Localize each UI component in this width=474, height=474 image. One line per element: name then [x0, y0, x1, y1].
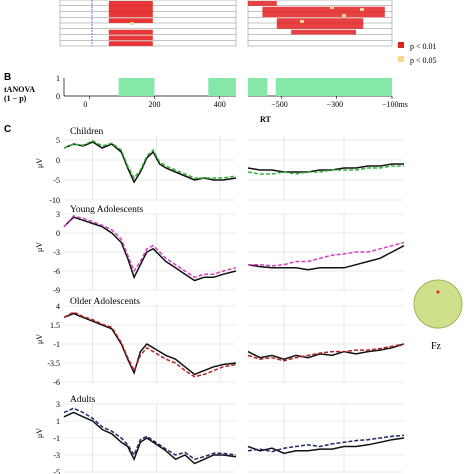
legend-label-p05: p < 0.05: [410, 56, 437, 65]
legend-label-p01: p < 0.01: [410, 42, 437, 51]
tanova-x-tick-label: −300: [327, 100, 344, 109]
tanova-x-tick-label: 200: [149, 100, 161, 109]
heatmap-cell-sig: [262, 6, 385, 18]
erp-y-tick-label: 1: [56, 417, 60, 426]
erp-resp-series-solid: [247, 163, 404, 173]
erp-panel-older-adolescents: Older Adolescents 4 1.5 -1 -3.5 -6 μV: [35, 297, 405, 387]
heatmap-cell-sig: [108, 35, 153, 41]
erp-group-title: Children: [70, 127, 103, 137]
erp-resp-series-dashed: [248, 241, 405, 267]
heatmap-cell-p05: [330, 6, 334, 9]
erp-y-tick-label: -9: [53, 286, 60, 295]
erp-group-title: Young Adolescents: [70, 205, 143, 215]
erp-y-tick-label: 3: [56, 400, 60, 409]
erp-panel-children: Children 5 0 -5 -10 μV: [35, 127, 404, 205]
erp-y-tick-label: -5: [53, 468, 60, 474]
tanova-x-tick-label: 0: [83, 100, 87, 109]
erp-resp-series-dashed: [247, 343, 405, 362]
erp-y-tick-label: -3.5: [47, 359, 60, 368]
tanova-label-2: (1 − p): [4, 94, 27, 103]
erp-y-label: μV: [35, 334, 44, 344]
legend-swatch-p01: [398, 42, 404, 48]
erp-y-tick-label: -1: [53, 434, 60, 443]
erp-group-title: Older Adolescents: [70, 297, 140, 307]
tanova-sig-segment: [248, 78, 268, 96]
erp-y-tick-label: -3: [53, 451, 60, 460]
erp-y-tick-label: -6: [53, 267, 60, 276]
erp-resp-series-dashed: [247, 434, 405, 453]
erp-group-title: Adults: [70, 395, 96, 405]
erp-y-tick-label: -5: [53, 176, 60, 185]
erp-y-label: μV: [35, 428, 44, 438]
erp-stim-series-solid: [63, 141, 237, 184]
tanova-x-tick-label: 400: [214, 100, 226, 109]
heatmap-cell-sig: [248, 1, 277, 6]
erp-y-tick-label: -3: [53, 248, 60, 257]
erp-stim-series-dashed: [63, 139, 237, 180]
heatmap-cell-sig: [108, 29, 153, 35]
erp-resp-series-solid: [247, 437, 405, 455]
erp-stim-series-dashed: [63, 311, 237, 378]
tanova-label-1: tANOVA: [4, 85, 35, 94]
erp-resp-series-solid: [247, 245, 405, 271]
erp-y-tick-label: -10: [49, 196, 60, 205]
electrode-dot: [436, 290, 440, 294]
erp-y-tick-label: 1.5: [50, 321, 60, 330]
heatmap-cell-sig: [108, 41, 153, 46]
erp-y-tick-label: 4: [56, 302, 60, 311]
erp-stim-series-solid: [63, 411, 237, 465]
erp-y-tick-label: 3: [56, 210, 60, 219]
tanova-y-tick: 0: [56, 92, 60, 101]
erp-y-label: μV: [35, 158, 44, 168]
heatmap-cell-p05: [300, 20, 304, 23]
erp-y-tick-label: 0: [56, 229, 60, 238]
erp-resp-series-dashed: [247, 165, 404, 175]
heatmap-cell-p05: [342, 14, 346, 17]
tanova-x-tick-label: −500: [271, 100, 288, 109]
tanova-y-tick: 1: [56, 74, 60, 83]
erp-stim-series-solid: [63, 312, 237, 376]
scalp-map: Fz: [413, 279, 463, 352]
erp-stim-series-dashed: [63, 407, 237, 461]
tanova-plot: 0 1 0 200 400 −500 −300 −100ms: [56, 74, 408, 109]
tanova-x-tick-label: −100ms: [382, 100, 408, 109]
heatmap-cell-sig: [291, 29, 356, 35]
scalp-head: [413, 279, 463, 329]
electrode-label: Fz: [431, 341, 442, 352]
heatmap-cell-p05: [360, 8, 364, 11]
panel-b-label: B: [4, 72, 11, 83]
tanova-sig-segment: [208, 78, 236, 96]
tanova-sig-segment: [275, 78, 392, 96]
erp-y-tick-label: 0: [56, 156, 60, 165]
panel-c-label: C: [4, 124, 11, 135]
erp-y-label: μV: [35, 242, 44, 252]
erp-y-tick-label: 5: [56, 136, 60, 145]
erp-y-tick-label: -6: [53, 378, 60, 387]
rt-label: RT: [260, 115, 271, 124]
erp-panel-young-adolescents: Young Adolescents 3 0 -3 -6 -9 μV: [35, 205, 405, 295]
significance-heatmap: [59, 0, 393, 47]
heatmap-cell-sig: [108, 1, 153, 18]
legend-swatch-p05: [398, 56, 404, 62]
erp-resp-series-solid: [247, 343, 405, 360]
tanova-sig-segment: [118, 78, 155, 96]
significance-legend: p < 0.01 p < 0.05: [398, 42, 437, 65]
erp-stim-series-dashed: [63, 215, 237, 279]
erp-y-tick-label: -1: [53, 340, 60, 349]
heatmap-cell-sig: [276, 18, 364, 29]
erp-stim-series-solid: [63, 216, 237, 282]
erp-panels: Children 5 0 -5 -10 μV Young Adolescents 3 0 -3 -6…: [35, 127, 405, 474]
heatmap-cell-p05: [130, 22, 134, 25]
heatmap-cell-sig: [108, 18, 153, 23]
erp-panel-adults: Adults 3 1 -1 -3 -5 μV: [35, 395, 405, 474]
